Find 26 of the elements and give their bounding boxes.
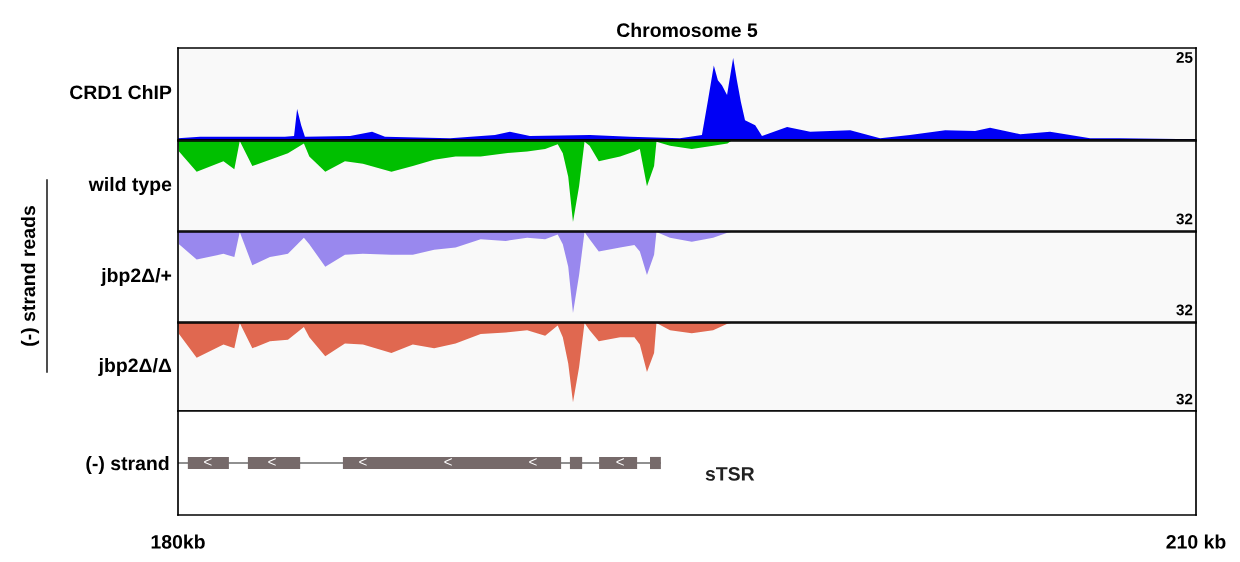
y-axis-title: wild type	[88, 176, 172, 196]
annotation: 25	[1176, 52, 1193, 63]
annotation: <	[444, 458, 452, 466]
annotation: <	[359, 458, 367, 466]
x-tick-label: 210 kb	[1166, 534, 1226, 549]
x-tick-label: 180kb	[151, 534, 205, 549]
y-axis-title: jbp2Δ/+	[100, 267, 172, 287]
annotation: 32	[1176, 393, 1193, 405]
y-axis-title: jbp2Δ/Δ	[98, 357, 172, 377]
chart-title: Chromosome 5	[617, 22, 758, 38]
annotation: <	[616, 458, 624, 466]
annotation: <	[268, 458, 276, 466]
annotation: <	[204, 458, 212, 466]
y-tick-label: (-) strand	[86, 455, 169, 475]
bar	[650, 456, 661, 470]
annotation: sTSR	[705, 466, 755, 481]
bar	[342, 456, 562, 470]
annotation: <	[529, 458, 537, 466]
y-axis-title: CRD1 ChIP	[70, 84, 172, 100]
bar	[247, 456, 301, 470]
bar	[569, 456, 583, 470]
text: (-) strand reads	[20, 206, 40, 346]
bar	[187, 456, 229, 470]
bar	[599, 456, 638, 470]
annotation: 32	[1176, 213, 1193, 225]
annotation: 32	[1176, 304, 1193, 316]
